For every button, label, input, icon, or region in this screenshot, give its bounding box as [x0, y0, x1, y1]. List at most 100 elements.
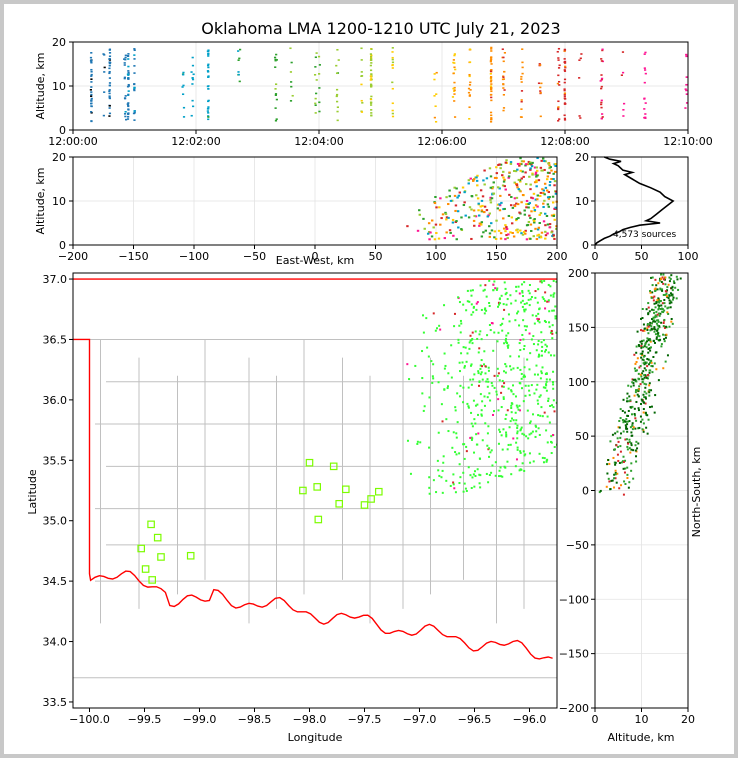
source-point	[651, 276, 654, 279]
source-point	[90, 91, 93, 93]
source-point	[629, 399, 632, 402]
source-point	[461, 361, 464, 364]
source-point	[557, 47, 561, 50]
source-point	[522, 348, 525, 351]
source-point	[472, 378, 475, 381]
x-tick-label: 20	[681, 713, 695, 726]
source-point	[505, 337, 508, 340]
source-point	[534, 227, 537, 230]
source-point	[652, 299, 655, 302]
source-point	[475, 179, 479, 182]
source-point	[522, 319, 525, 322]
source-point	[207, 52, 210, 55]
source-point	[548, 223, 552, 226]
source-point	[546, 223, 550, 226]
source-point	[685, 102, 689, 104]
source-point	[548, 196, 551, 199]
source-point	[655, 302, 658, 305]
source-point	[658, 326, 661, 329]
source-point	[544, 307, 547, 310]
source-point	[552, 387, 555, 390]
source-point	[522, 338, 525, 341]
source-point	[505, 303, 508, 306]
source-point	[655, 284, 658, 287]
source-point	[542, 461, 545, 464]
source-point	[90, 111, 93, 113]
source-point	[546, 232, 549, 235]
source-point	[600, 58, 603, 60]
source-point	[501, 48, 504, 51]
source-point	[472, 399, 475, 402]
source-point	[552, 434, 555, 437]
source-point	[516, 203, 520, 206]
source-point	[468, 106, 471, 109]
source-point	[552, 383, 555, 386]
source-point	[515, 219, 518, 222]
source-point	[462, 471, 465, 474]
source-point	[634, 362, 637, 365]
y-tick-label: 34.0	[43, 636, 68, 649]
source-point	[563, 78, 567, 81]
lma-station-marker	[299, 486, 307, 495]
source-point	[448, 229, 452, 232]
source-point	[500, 391, 503, 394]
source-point	[535, 425, 538, 428]
y-tick-label: −100	[559, 593, 589, 606]
source-point	[456, 196, 459, 199]
source-point	[391, 87, 394, 90]
source-point	[546, 196, 550, 199]
source-point	[507, 313, 510, 316]
source-point	[523, 310, 526, 313]
source-point	[639, 420, 642, 423]
source-point	[644, 343, 647, 346]
source-point	[451, 446, 454, 449]
source-point	[517, 285, 520, 288]
source-point	[635, 400, 638, 403]
source-point	[455, 436, 458, 439]
source-point	[480, 235, 484, 238]
source-point	[627, 400, 630, 403]
source-point	[615, 444, 618, 447]
source-point	[633, 367, 636, 370]
source-point	[662, 322, 665, 325]
source-point	[624, 411, 627, 414]
source-point	[369, 83, 373, 86]
source-point	[489, 73, 492, 75]
source-point	[667, 306, 670, 309]
source-point	[550, 435, 553, 438]
source-point	[525, 302, 528, 305]
x-axis-label: Longitude	[288, 731, 343, 744]
source-point	[606, 472, 609, 475]
source-point	[542, 206, 545, 209]
source-point	[476, 337, 479, 340]
source-point	[554, 164, 557, 167]
source-point	[500, 434, 503, 437]
source-point	[518, 469, 521, 472]
source-point	[502, 176, 505, 179]
source-point	[543, 299, 546, 302]
source-point	[642, 359, 645, 362]
source-point	[507, 344, 510, 347]
source-point	[467, 466, 470, 469]
source-point	[521, 333, 524, 336]
source-point	[523, 302, 526, 305]
source-point	[600, 106, 603, 109]
source-point	[237, 50, 240, 52]
source-point	[600, 74, 603, 76]
lma-station-marker	[137, 544, 146, 553]
source-point	[502, 60, 505, 63]
source-point	[238, 57, 241, 60]
source-point	[458, 324, 461, 327]
source-point	[610, 479, 613, 482]
source-point	[519, 349, 522, 352]
source-point	[536, 301, 539, 304]
source-point	[513, 181, 516, 184]
source-point	[657, 333, 660, 336]
source-point	[290, 61, 293, 64]
source-point	[539, 194, 542, 197]
source-point	[653, 362, 656, 365]
source-point	[637, 442, 640, 445]
source-point	[554, 315, 557, 318]
source-point	[416, 229, 420, 232]
source-point	[525, 199, 529, 202]
